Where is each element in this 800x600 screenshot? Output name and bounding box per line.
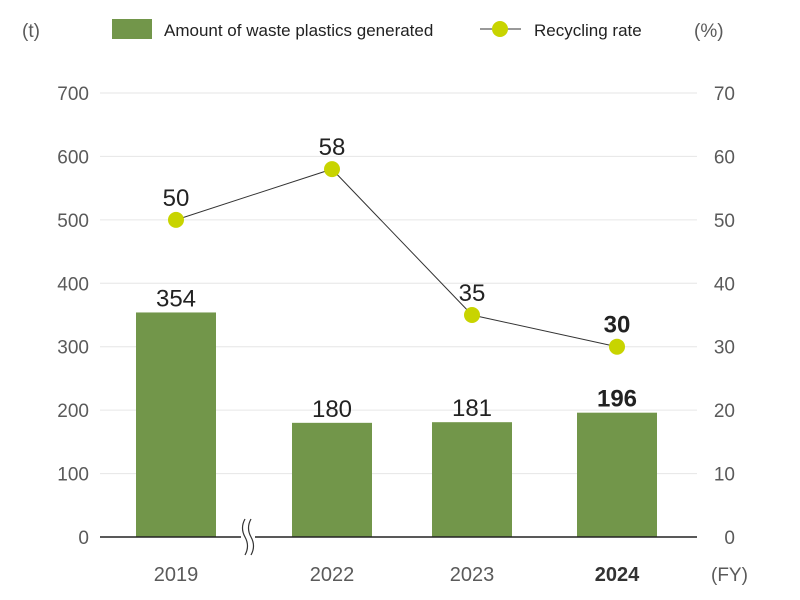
left-tick-label: 100	[57, 465, 89, 486]
bar	[136, 312, 216, 537]
axis-break-stroke	[247, 518, 255, 556]
x-axis-unit: (FY)	[711, 565, 748, 586]
bar-value-label: 196	[597, 386, 637, 413]
line-point	[324, 161, 340, 178]
right-axis-ticks: 0 10 20 30 40 50 60 70	[714, 84, 735, 549]
right-tick-label: 20	[714, 401, 735, 422]
legend-line-label: Recycling rate	[534, 21, 642, 40]
bar	[432, 422, 512, 537]
line-value-label: 50	[163, 185, 190, 212]
left-axis-unit: (t)	[22, 21, 40, 42]
bar-value-label: 354	[156, 285, 196, 312]
legend: Amount of waste plastics generated Recyc…	[112, 19, 642, 40]
right-tick-label: 0	[724, 528, 735, 549]
right-tick-label: 50	[714, 211, 735, 232]
x-tick-label: 2023	[450, 564, 495, 586]
legend-line-marker	[492, 21, 508, 37]
line-point	[609, 338, 625, 355]
legend-bar-swatch	[112, 19, 152, 39]
left-tick-label: 200	[57, 401, 89, 422]
axis-break-icon	[241, 518, 255, 556]
line-value-label: 30	[604, 312, 631, 339]
right-tick-label: 70	[714, 84, 735, 105]
right-tick-label: 40	[714, 274, 735, 295]
bar-value-label: 180	[312, 396, 352, 423]
left-axis-ticks: 0 100 200 300 400 500 600 700	[57, 84, 89, 549]
bar	[577, 412, 657, 537]
left-tick-label: 500	[57, 211, 89, 232]
line-value-label: 58	[319, 134, 346, 161]
line-series: 50 58 35 30	[163, 134, 631, 355]
axis-break-gap	[241, 519, 255, 555]
x-axis-ticks: 2019 2022 2023 2024	[154, 564, 640, 586]
line-value-label: 35	[459, 280, 486, 307]
x-tick-label: 2024	[595, 564, 640, 586]
left-tick-label: 600	[57, 147, 89, 168]
left-tick-label: 300	[57, 338, 89, 359]
line-point	[168, 211, 184, 228]
right-tick-label: 10	[714, 465, 735, 486]
legend-bar-label: Amount of waste plastics generated	[164, 21, 433, 40]
x-tick-label: 2022	[310, 564, 355, 586]
right-tick-label: 60	[714, 147, 735, 168]
left-tick-label: 400	[57, 274, 89, 295]
right-tick-label: 30	[714, 338, 735, 359]
bar-series: 354 180 181 196	[136, 285, 657, 537]
recycling-rate-line	[175, 168, 618, 348]
left-tick-label: 700	[57, 84, 89, 105]
line-point	[464, 307, 480, 323]
left-tick-label: 0	[78, 528, 89, 549]
bar	[292, 422, 372, 537]
x-tick-label: 2019	[154, 564, 199, 586]
bar-value-label: 181	[452, 395, 492, 422]
axis-break-stroke	[241, 518, 249, 556]
right-axis-unit: (%)	[694, 21, 724, 42]
